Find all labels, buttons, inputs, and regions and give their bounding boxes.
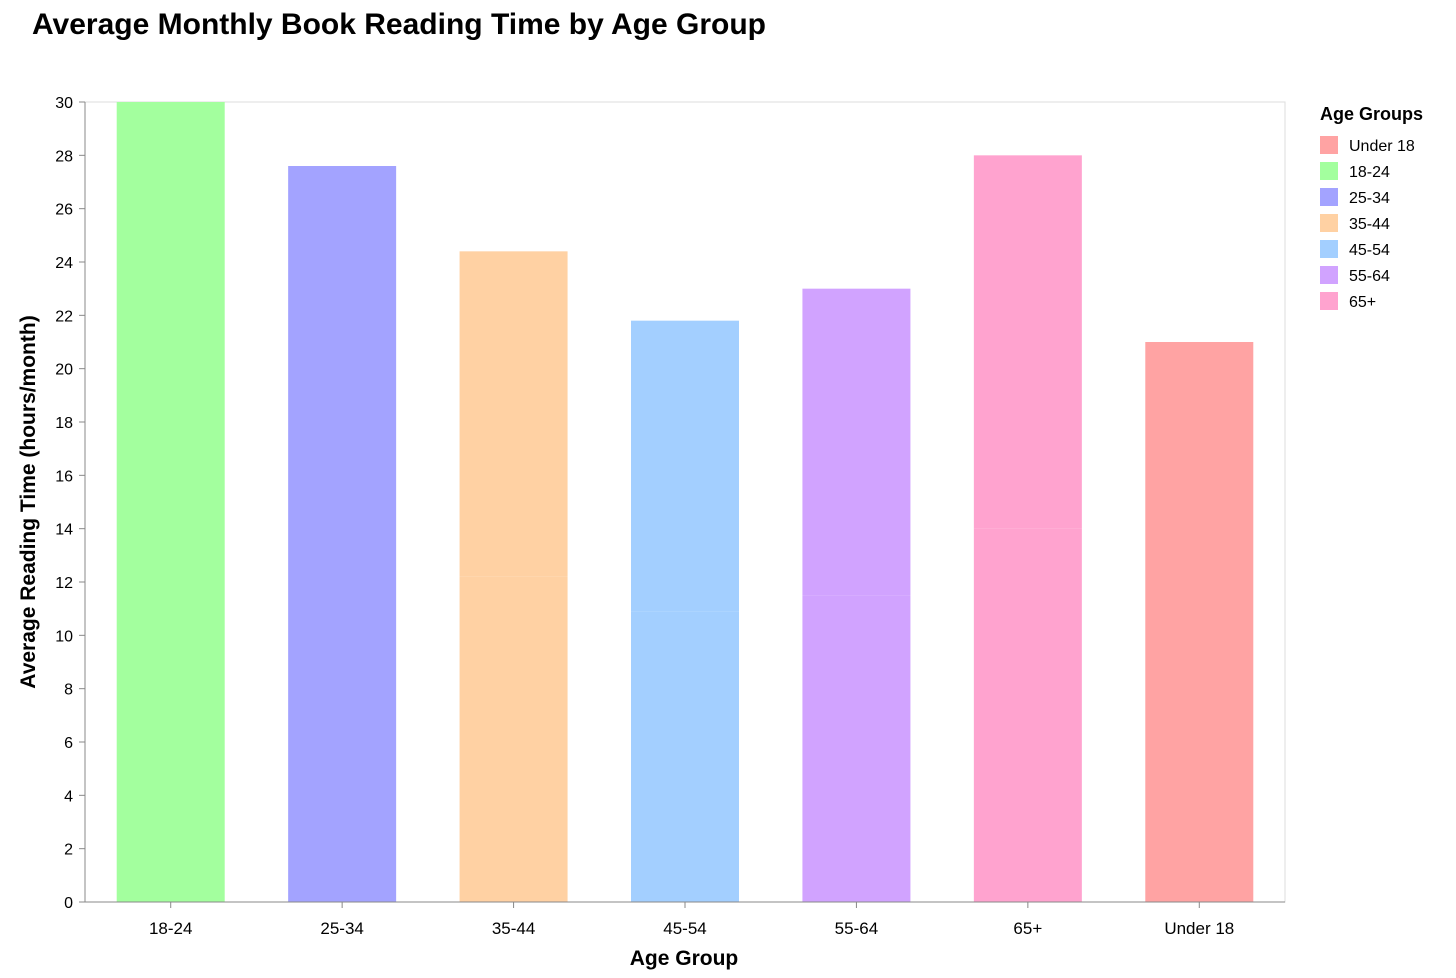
legend-swatch [1320, 266, 1338, 284]
y-tick-label: 10 [55, 628, 73, 645]
y-tick-label: 2 [64, 842, 73, 859]
bar-35-44-segment-2 [459, 251, 568, 577]
y-tick-label: 16 [55, 468, 73, 485]
legend-label: 18-24 [1349, 164, 1390, 181]
y-tick-label: 12 [55, 575, 73, 592]
x-tick-label: 45-54 [663, 919, 706, 938]
legend-label: 65+ [1349, 294, 1376, 311]
legend-swatch [1320, 162, 1338, 180]
bar-18-24-segment-1 [116, 102, 225, 902]
legend-swatch [1320, 240, 1338, 258]
x-tick-label: Under 18 [1164, 919, 1234, 938]
y-tick-label: 24 [55, 255, 73, 272]
legend-swatch [1320, 136, 1338, 154]
bar-55-64-segment-1 [802, 595, 911, 902]
y-tick-label: 20 [55, 362, 73, 379]
y-tick-label: 30 [55, 95, 73, 112]
legend-swatch [1320, 292, 1338, 310]
x-tick-label: 55-64 [835, 919, 878, 938]
y-tick-label: 0 [64, 895, 73, 912]
bar-35-44-segment-1 [459, 576, 568, 902]
legend: Age Groups Under 18 18-24 25-34 35-44 45-54 5… [1320, 104, 1423, 311]
y-tick-label: 4 [64, 788, 73, 805]
y-tick-label: 18 [55, 415, 73, 432]
x-axis-title: Age Group [630, 947, 739, 970]
chart-title: Average Monthly Book Reading Time by Age… [32, 8, 766, 41]
legend-label: 45-54 [1349, 242, 1390, 259]
y-tick-label: 28 [55, 148, 73, 165]
y-axis-title: Average Reading Time (hours/month) [17, 315, 40, 688]
x-tick-label: 18-24 [149, 919, 192, 938]
legend-swatch [1320, 188, 1338, 206]
legend-title: Age Groups [1320, 104, 1423, 124]
bar-65+-segment-2 [973, 155, 1082, 529]
legend-label: Under 18 [1349, 138, 1415, 155]
legend-label: 35-44 [1349, 216, 1390, 233]
bar-under-18-segment-1 [1145, 342, 1254, 902]
legend-swatch [1320, 214, 1338, 232]
x-axis: 18-24 25-34 35-44 45-54 55-64 65+ Under 18 [85, 901, 1285, 938]
bar-55-64-segment-2 [802, 288, 911, 596]
y-tick-label: 26 [55, 202, 73, 219]
bar-45-54-segment-2 [631, 320, 739, 612]
y-tick-label: 8 [64, 682, 73, 699]
y-tick-label: 22 [55, 308, 73, 325]
x-tick-label: 65+ [1013, 919, 1042, 938]
x-tick-label: 25-34 [320, 919, 363, 938]
legend-label: 25-34 [1349, 190, 1390, 207]
x-tick-label: 35-44 [492, 919, 535, 938]
y-tick-label: 6 [64, 735, 73, 752]
bar-45-54-segment-1 [631, 611, 739, 902]
bars-group [116, 102, 1254, 902]
y-tick-label: 14 [55, 522, 73, 539]
legend-label: 55-64 [1349, 268, 1390, 285]
bar-25-34-segment-1 [288, 166, 397, 902]
bar-65+-segment-1 [973, 528, 1082, 902]
